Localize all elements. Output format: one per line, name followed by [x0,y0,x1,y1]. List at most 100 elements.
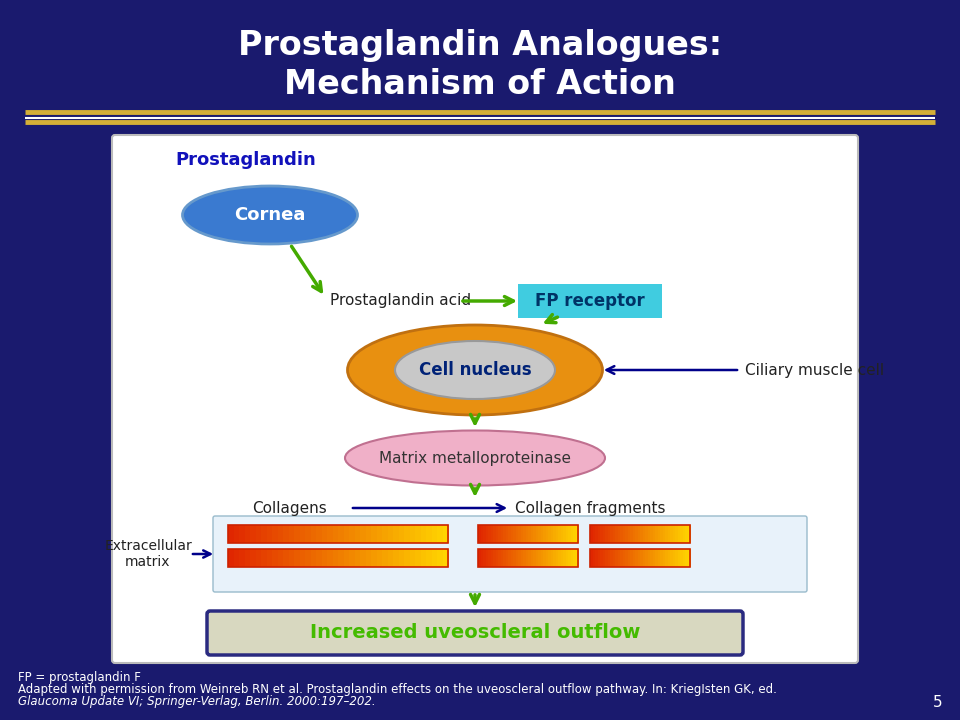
Bar [536,525,539,543]
Bar [267,525,273,543]
Bar [393,549,399,567]
Bar [612,549,615,567]
Bar [366,549,372,567]
Bar [662,549,665,567]
Bar [486,525,489,543]
Bar [633,549,636,567]
Bar [533,549,536,567]
Bar [388,525,394,543]
Bar [670,549,673,567]
Bar [437,549,443,567]
Bar [513,549,516,567]
Bar [360,525,366,543]
Bar [531,549,534,567]
Bar [305,549,311,567]
Bar [410,525,416,543]
Bar [478,525,578,543]
Bar [565,525,568,543]
Bar [625,525,628,543]
Bar [261,549,267,567]
Bar [344,525,349,543]
Bar [590,525,690,543]
Bar [371,549,377,567]
Bar [662,525,665,543]
Text: Increased uveoscleral outflow: Increased uveoscleral outflow [310,624,640,642]
Bar [245,549,251,567]
Bar [393,525,399,543]
Bar [437,525,443,543]
Bar [548,525,551,543]
Text: Prostaglandin acid: Prostaglandin acid [330,292,471,307]
Bar [327,525,333,543]
Bar [310,525,317,543]
Bar [349,549,355,567]
Bar [620,525,623,543]
Bar [665,525,668,543]
Ellipse shape [395,341,555,399]
Bar [575,525,579,543]
FancyBboxPatch shape [207,611,743,655]
Bar [420,549,426,567]
Bar [283,549,289,567]
Bar [338,525,344,543]
Bar [503,549,506,567]
Bar [628,525,631,543]
Bar [525,549,529,567]
Bar [500,549,503,567]
Bar [558,525,561,543]
Text: Cell nucleus: Cell nucleus [419,361,531,379]
Bar [233,525,239,543]
Bar [481,549,484,567]
Bar [630,525,633,543]
Text: Prostaglandin Analogues:: Prostaglandin Analogues: [238,29,722,61]
Bar [592,525,595,543]
Bar [382,525,388,543]
Bar [617,525,620,543]
Bar [622,525,626,543]
Bar [371,525,377,543]
Bar [543,525,546,543]
Bar [523,549,526,567]
Bar [498,525,501,543]
Bar [508,525,511,543]
Bar [478,549,481,567]
Bar [658,549,660,567]
Bar [420,525,426,543]
Bar [528,525,531,543]
Bar [553,525,556,543]
Bar [548,549,551,567]
Bar [568,525,571,543]
Bar [511,549,514,567]
Bar [538,525,541,543]
Bar [590,525,593,543]
Bar [645,549,648,567]
Bar [608,549,611,567]
Bar [404,525,410,543]
Bar [612,525,615,543]
Bar [503,525,506,543]
Bar [683,549,685,567]
Bar [294,549,300,567]
Bar [478,525,481,543]
Bar [556,549,559,567]
Bar [665,549,668,567]
Bar [443,549,448,567]
Bar [332,549,339,567]
Bar [570,549,573,567]
Bar [354,549,361,567]
Bar [683,525,685,543]
Bar [650,525,653,543]
Bar [610,549,613,567]
Bar [536,549,539,567]
Bar [608,525,611,543]
Bar [491,549,493,567]
Bar [277,549,283,567]
Bar [573,525,576,543]
Text: 5: 5 [932,695,942,710]
Bar [650,549,653,567]
Bar [685,549,688,567]
Bar [603,549,606,567]
Bar [327,549,333,567]
FancyBboxPatch shape [112,135,858,663]
Bar [635,525,638,543]
